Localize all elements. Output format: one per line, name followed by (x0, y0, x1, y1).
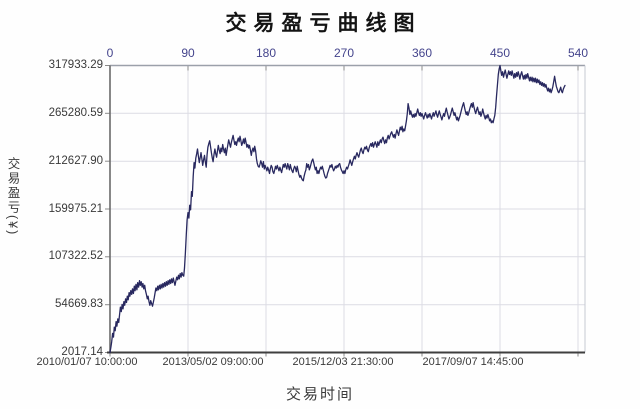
date-tick-label: 2013/05/02 09:00:00 (162, 356, 264, 368)
top-tick-label: 450 (489, 46, 511, 60)
y-tick-label: 54669.83 (55, 298, 103, 311)
top-tick-label: 540 (567, 46, 589, 60)
y-tick-label: 265280.59 (48, 106, 103, 119)
top-tick-label: 0 (106, 46, 114, 60)
date-tick-label: 2017/09/07 14:45:00 (422, 356, 524, 368)
chart-title: 交易盈亏曲线图 (225, 12, 422, 35)
y-axis-title: 交易盈亏(¥) (5, 157, 20, 237)
y-tick-label: 212627.90 (48, 154, 103, 167)
y-tick-label: 159975.21 (48, 202, 103, 215)
top-tick-label: 90 (181, 46, 195, 60)
top-tick-label: 360 (411, 46, 433, 60)
x-axis-title: 交易时间 (285, 386, 354, 403)
date-tick-label: 2015/12/03 21:30:00 (292, 356, 394, 368)
tick-marks (105, 65, 579, 357)
date-tick-label: 2010/01/07 10:00:00 (36, 356, 138, 368)
gridlines (109, 65, 585, 353)
axes (107, 64, 586, 354)
top-tick-label: 270 (333, 46, 355, 60)
y-tick-label: 107322.52 (48, 250, 103, 263)
y-tick-label: 317933.29 (48, 59, 103, 71)
profit-curve-line (109, 64, 566, 354)
top-tick-label: 180 (255, 46, 277, 60)
y-tick-label: 2017.14 (61, 346, 103, 358)
